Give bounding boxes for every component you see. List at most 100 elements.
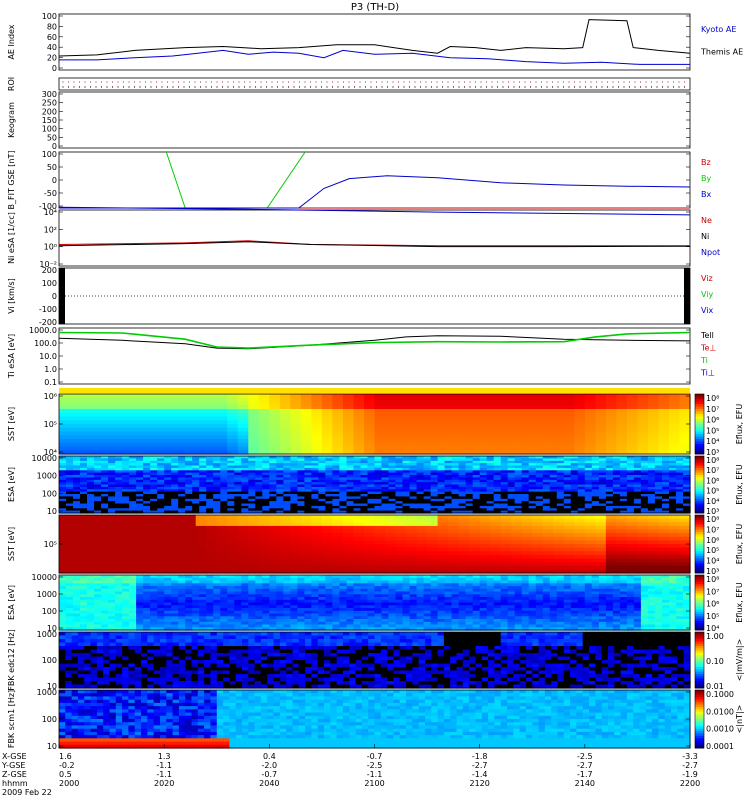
spectrogram-cell: [381, 463, 390, 467]
spectrogram-cell: [129, 624, 137, 628]
spectrogram-cell: [311, 486, 319, 490]
spectrogram-cell: [458, 501, 467, 505]
spectrogram-cell: [437, 496, 446, 500]
spectrogram-cell: [427, 533, 439, 538]
spectrogram-cell: [321, 409, 333, 414]
spectrogram-cell: [595, 515, 607, 520]
spectrogram-cell: [311, 409, 323, 414]
spectrogram-cell: [458, 458, 467, 462]
y-axis-label: AE Index: [7, 24, 16, 59]
spectrogram-cell: [311, 562, 323, 567]
spectrogram-cell: [616, 540, 628, 545]
spectrogram-cell: [129, 583, 137, 587]
spectrogram-cell: [612, 456, 621, 459]
spectrogram-cell: [143, 558, 155, 563]
spectrogram-cell: [381, 484, 390, 488]
spectrogram-cell: [605, 501, 614, 505]
spectrogram-cell: [237, 569, 249, 574]
spectrogram-cell: [556, 465, 565, 469]
spectrogram-cell: [584, 558, 596, 563]
spectrogram-cell: [364, 439, 376, 444]
spectrogram-cell: [122, 450, 134, 455]
spectrogram-cell: [448, 431, 460, 436]
spectrogram-cell: [374, 505, 383, 509]
roi-dot: [133, 86, 136, 88]
spectrogram-cell: [532, 401, 544, 406]
spectrogram-cell: [626, 544, 638, 549]
spectrogram-cell: [248, 484, 256, 488]
spectrogram-cell: [241, 498, 249, 502]
spectrogram-cell: [535, 486, 544, 490]
spectrogram-cell: [136, 496, 144, 500]
roi-dot: [480, 81, 482, 83]
spectrogram-cell: [150, 498, 158, 502]
spectrogram-cell: [493, 467, 502, 471]
spectrogram-cell: [174, 442, 186, 448]
roi-dot: [188, 86, 191, 88]
spectrogram-cell: [94, 580, 102, 584]
spectrogram-cell: [458, 489, 467, 493]
spectrogram-cell: [332, 547, 344, 552]
spectrogram-cell: [94, 470, 102, 474]
spectrogram-cell: [143, 401, 155, 406]
spectrogram-cell: [493, 503, 502, 507]
spectrogram-cell: [195, 529, 207, 534]
spectrogram-cell: [339, 508, 347, 512]
spectrogram-cell: [122, 627, 130, 631]
spectrogram-cell: [654, 463, 663, 467]
spectrogram-cell: [647, 501, 656, 505]
spectrogram-cell: [279, 529, 291, 534]
spectrogram-cell: [511, 525, 523, 531]
spectrogram-cell: [381, 475, 390, 478]
spectrogram-cell: [164, 405, 176, 410]
spectrogram-cell: [669, 450, 681, 455]
spectrogram-cell: [469, 540, 481, 545]
spectrogram-cell: [279, 558, 291, 563]
spectrogram-cell: [227, 401, 239, 406]
spectrogram-cell: [164, 586, 172, 590]
spectrogram-cell: [542, 503, 551, 507]
spectrogram-cell: [500, 467, 509, 471]
spectrogram-cell: [318, 510, 326, 514]
spectrogram-cell: [248, 503, 256, 507]
spectrogram-cell: [73, 602, 81, 606]
spectrogram-cell: [276, 460, 284, 464]
spectrogram-cell: [542, 405, 554, 410]
spectrogram-cell: [514, 503, 523, 507]
spectrogram-cell: [669, 536, 681, 541]
spectrogram-cell: [395, 540, 407, 545]
spectrogram-cell: [437, 420, 449, 425]
spectrogram-cell: [311, 416, 323, 421]
spectrogram-cell: [385, 547, 397, 552]
spectrogram-cell: [549, 465, 558, 469]
spectrogram-cell: [437, 465, 446, 469]
spectrogram-cell: [255, 508, 263, 512]
spectrogram-cell: [367, 470, 376, 474]
spectrogram-cell: [164, 562, 176, 567]
spectrogram-cell: [318, 503, 326, 507]
spectrogram-cell: [549, 472, 558, 476]
spectrogram-cell: [234, 605, 242, 609]
spectrogram-cell: [563, 479, 572, 483]
spectrogram-cell: [164, 424, 176, 429]
spectrogram-cell: [199, 619, 207, 623]
spectrogram-cell: [658, 558, 670, 563]
spectrogram-cell: [374, 435, 386, 440]
spectrogram-cell: [101, 608, 109, 612]
spectrogram-cell: [654, 486, 663, 490]
spectrogram-cell: [178, 465, 186, 469]
spectrogram-cell: [612, 496, 621, 500]
spectrogram-cell: [59, 554, 71, 560]
spectrogram-cell: [269, 431, 281, 436]
spectrogram-cell: [66, 501, 74, 505]
spectrogram-cell: [469, 446, 481, 451]
roi-dot: [672, 86, 675, 88]
spectrogram-cell: [364, 525, 376, 531]
spectrogram-cell: [360, 475, 369, 478]
spectrogram-cell: [669, 397, 681, 403]
spectrogram-cell: [360, 470, 369, 474]
spectrogram-cell: [283, 475, 291, 478]
spectrogram-cell: [637, 431, 649, 436]
spectrogram-cell: [448, 547, 460, 552]
spectrogram-cell: [87, 482, 95, 486]
